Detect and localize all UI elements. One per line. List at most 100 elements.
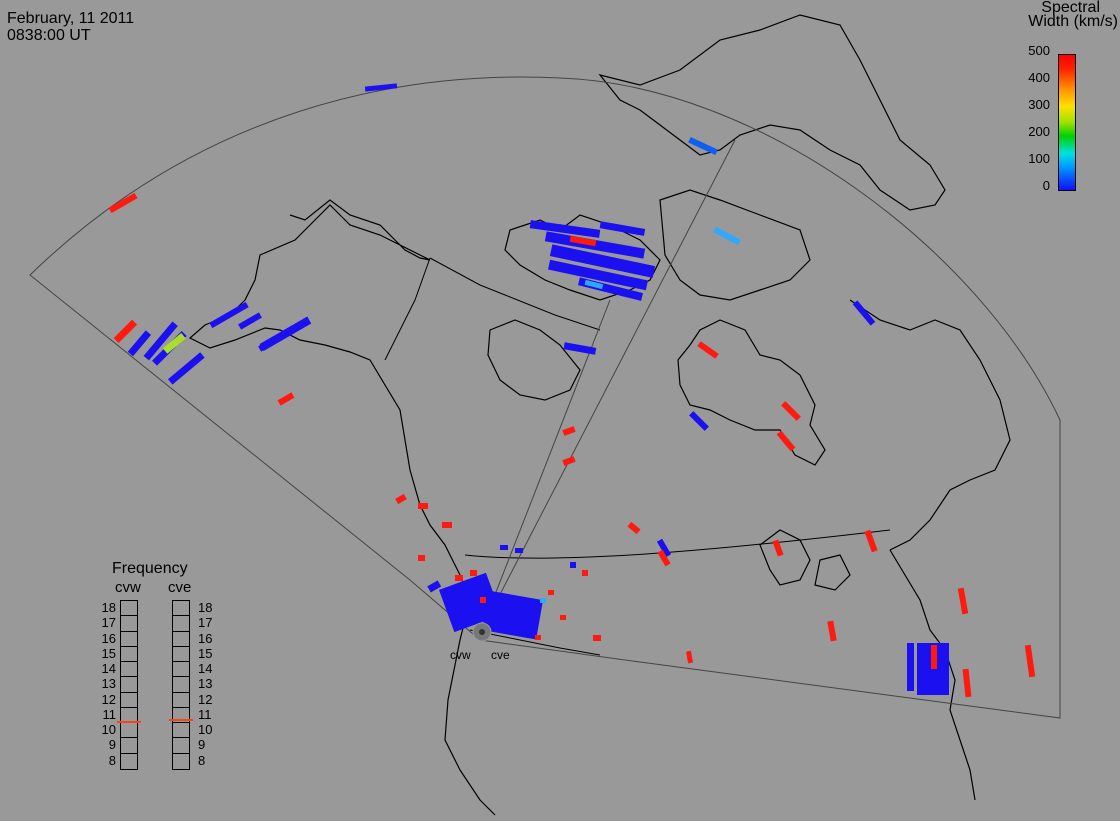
- echo: [827, 620, 837, 642]
- frequency-cell: [121, 754, 137, 769]
- coast-alaska-bc: [188, 199, 496, 816]
- frequency-radar-cve-label: cve: [168, 579, 192, 596]
- frequency-cell: [121, 738, 137, 754]
- frequency-cell: [173, 708, 189, 724]
- echo: [540, 598, 546, 603]
- colorbar-title: Spectral: [1041, 0, 1100, 16]
- frequency-scale-label: 12: [101, 691, 116, 707]
- frequency-scale-label: 14: [198, 661, 213, 677]
- echo: [686, 650, 694, 664]
- frequency-cell: [173, 738, 189, 754]
- colorbar-tick: 100: [1028, 151, 1050, 166]
- echo: [480, 597, 486, 603]
- echo: [656, 538, 672, 558]
- echo: [907, 643, 914, 691]
- frequency-scale-label: 13: [101, 676, 116, 692]
- echo: [143, 321, 178, 361]
- frequency-scale-label: 10: [198, 722, 213, 738]
- frequency-cell: [121, 662, 137, 678]
- echo: [563, 342, 597, 355]
- echo: [167, 352, 205, 385]
- frequency-scale-label: 11: [102, 706, 117, 722]
- echo: [548, 590, 554, 595]
- frequency-marker-cve: [169, 719, 193, 722]
- echo: [442, 522, 452, 528]
- radar-label-cve: cve: [491, 648, 510, 662]
- frequency-cell: [121, 601, 137, 617]
- echo: [258, 334, 282, 352]
- echo: [455, 575, 463, 581]
- frequency-cell: [121, 632, 137, 647]
- echo: [599, 221, 646, 236]
- frequency-title: Frequency: [112, 560, 188, 577]
- echo: [238, 312, 262, 330]
- frequency-cell: [173, 723, 189, 739]
- frequency-scale-label: 12: [198, 691, 213, 707]
- frequency-scale-label: 17: [198, 615, 213, 631]
- frequency-scale-label: 14: [101, 661, 116, 677]
- frequency-scale-label: 10: [101, 722, 116, 738]
- frequency-cell: [173, 662, 189, 678]
- date-label: February, 11 2011: [7, 10, 135, 27]
- coast-great-lakes: [759, 529, 851, 591]
- coast-arctic-islands: [504, 214, 661, 301]
- echo: [127, 330, 152, 357]
- colorbar-tick: 500: [1028, 43, 1050, 58]
- echo: [688, 136, 718, 156]
- echo: [277, 392, 295, 406]
- colorbar: [1058, 54, 1076, 191]
- echo: [582, 570, 588, 576]
- frequency-scale-label: 17: [101, 615, 116, 631]
- echo: [108, 192, 138, 214]
- coast-us-east: [889, 549, 976, 801]
- frequency-scale-label: 16: [101, 630, 116, 646]
- echo: [772, 539, 784, 557]
- frequency-cell: [173, 632, 189, 647]
- echo: [931, 645, 937, 669]
- border-alaska-canada: [384, 257, 431, 361]
- echo-marks: [108, 83, 1036, 698]
- echo: [418, 555, 425, 561]
- radar-label-cvw: cvw: [450, 648, 471, 662]
- echo: [1024, 644, 1036, 678]
- coast-labrador: [849, 299, 1011, 551]
- coast-baffin: [659, 189, 811, 301]
- colorbar-tick: 200: [1028, 124, 1050, 139]
- fov-cve-west-edge: [479, 139, 736, 634]
- frequency-scale-label: 8: [198, 752, 206, 768]
- colorbar-tick: 0: [1042, 178, 1050, 193]
- frequency-scale-label: 8: [108, 752, 116, 768]
- frequency-ladder-cve: [172, 600, 190, 770]
- echo: [529, 220, 601, 238]
- frequency-cell: [173, 601, 189, 617]
- frequency-scale-label: 18: [198, 600, 213, 615]
- echo: [549, 244, 656, 278]
- frequency-radar-cvw-label: cvw: [115, 579, 141, 596]
- echo: [713, 226, 741, 246]
- colorbar-units: Width (km/s): [1028, 13, 1118, 30]
- echo: [627, 521, 641, 535]
- echo: [697, 341, 719, 359]
- echo: [957, 587, 969, 615]
- frequency-scale-label: 15: [198, 645, 213, 661]
- frequency-scale-label: 9: [198, 737, 206, 753]
- frequency-cell: [173, 754, 189, 769]
- echo: [209, 301, 249, 329]
- frequency-cell: [173, 647, 189, 663]
- border-canada-us: [464, 529, 891, 559]
- echo: [962, 668, 972, 698]
- coast-greenland: [598, 14, 946, 211]
- echo: [584, 279, 604, 290]
- echo: [657, 549, 671, 567]
- frequency-scale-label: 18: [101, 600, 116, 615]
- frequency-ladder-cvw: [120, 600, 138, 770]
- fov-fan: [29, 76, 1061, 719]
- echo: [593, 635, 601, 641]
- coast-victoria: [487, 319, 581, 401]
- colorbar-tick: 300: [1028, 97, 1050, 112]
- echo: [113, 319, 138, 344]
- frequency-cell: [121, 677, 137, 693]
- echo: [418, 503, 428, 509]
- frequency-cell: [173, 616, 189, 632]
- echo: [864, 529, 878, 553]
